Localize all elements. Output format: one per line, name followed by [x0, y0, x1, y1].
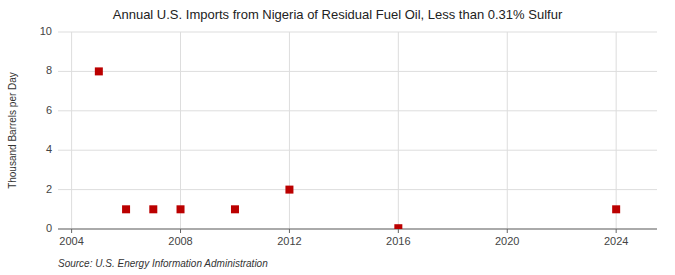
points	[95, 67, 620, 229]
x-tick	[289, 229, 290, 233]
y-grid-line	[58, 150, 657, 151]
point	[177, 205, 185, 213]
y-grid-line	[58, 229, 657, 230]
y-grid-line	[58, 32, 657, 33]
x-tick-label: 2020	[495, 235, 519, 247]
y-tick-label: 10	[40, 25, 52, 37]
point	[285, 186, 293, 194]
point	[612, 205, 620, 213]
y-tick-label: 8	[46, 64, 52, 76]
x-grid-line	[507, 32, 508, 229]
y-grid-line	[58, 110, 657, 111]
x-tick-label: 2008	[168, 235, 192, 247]
y-tick-label: 4	[46, 143, 52, 155]
x-grid-line	[616, 32, 617, 229]
y-grid-line	[58, 71, 657, 72]
x-grid-line	[289, 32, 290, 229]
x-axis-line	[58, 229, 657, 230]
x-grid-line	[180, 32, 181, 229]
x-tick	[71, 229, 72, 233]
x-tick-label: 2004	[59, 235, 83, 247]
chart-container: 0 2 4 6 8 10 2004 2008 2012 2016 2020 2024 Annual U.…	[0, 0, 675, 275]
y-tick-label: 0	[46, 222, 52, 234]
point	[95, 67, 103, 75]
point	[122, 205, 130, 213]
y-tick-label: 6	[46, 104, 52, 116]
x-tick-label: 2024	[604, 235, 628, 247]
point	[149, 205, 157, 213]
x-axis: 2004 2008 2012 2016 2020 2024	[58, 229, 657, 247]
chart-svg: 0 2 4 6 8 10 2004 2008 2012 2016 2020 2024 Annual U.…	[0, 0, 675, 275]
x-tick-label: 2016	[386, 235, 410, 247]
x-grid-line	[71, 32, 72, 229]
y-axis-label: Thousand Barrels per Day	[7, 72, 18, 189]
x-grid-line	[398, 32, 399, 229]
x-tick	[180, 229, 181, 233]
title: Annual U.S. Imports from Nigeria of Resi…	[113, 7, 563, 22]
x-tick	[398, 229, 399, 233]
point	[394, 224, 402, 229]
y-axis: 0 2 4 6 8 10	[40, 25, 52, 234]
source-note: Source: U.S. Energy Information Administ…	[58, 258, 268, 269]
y-grid-line	[58, 189, 657, 190]
point	[231, 205, 239, 213]
y-tick-label: 2	[46, 183, 52, 195]
x-tick	[507, 229, 508, 233]
x-tick-label: 2012	[277, 235, 301, 247]
x-tick	[616, 229, 617, 233]
grid	[58, 32, 657, 229]
